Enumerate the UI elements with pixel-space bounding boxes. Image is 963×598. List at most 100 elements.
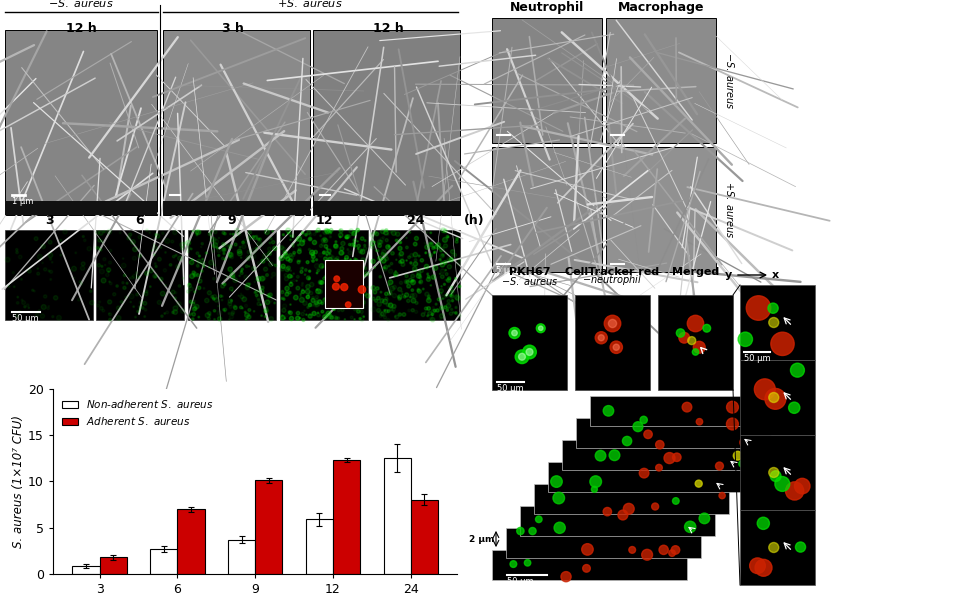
Circle shape xyxy=(246,265,248,267)
Circle shape xyxy=(428,312,431,315)
Circle shape xyxy=(138,236,142,239)
Circle shape xyxy=(320,245,323,248)
Circle shape xyxy=(326,311,331,316)
Circle shape xyxy=(335,279,339,282)
Circle shape xyxy=(360,310,363,313)
Circle shape xyxy=(242,245,246,249)
Circle shape xyxy=(208,312,211,315)
Circle shape xyxy=(327,249,331,253)
Bar xyxy=(150,549,177,574)
Circle shape xyxy=(350,259,351,261)
Bar xyxy=(333,460,360,574)
Circle shape xyxy=(428,297,430,300)
Circle shape xyxy=(96,304,99,307)
Circle shape xyxy=(406,299,410,303)
Circle shape xyxy=(434,245,438,249)
Circle shape xyxy=(393,285,397,289)
Circle shape xyxy=(190,274,195,279)
Circle shape xyxy=(432,246,434,248)
Circle shape xyxy=(291,282,292,283)
Circle shape xyxy=(102,309,105,312)
Circle shape xyxy=(203,266,205,267)
Circle shape xyxy=(333,308,335,310)
Circle shape xyxy=(120,301,123,303)
Circle shape xyxy=(289,256,294,260)
Bar xyxy=(534,484,729,514)
Circle shape xyxy=(320,235,322,237)
Circle shape xyxy=(354,267,357,270)
Circle shape xyxy=(248,266,249,267)
Circle shape xyxy=(412,293,417,298)
Circle shape xyxy=(409,231,410,233)
Circle shape xyxy=(280,316,285,320)
Circle shape xyxy=(372,297,375,300)
Circle shape xyxy=(239,275,240,276)
Circle shape xyxy=(446,309,449,312)
Circle shape xyxy=(439,273,440,274)
Circle shape xyxy=(136,271,138,274)
Circle shape xyxy=(529,527,536,535)
Circle shape xyxy=(688,315,704,332)
Circle shape xyxy=(213,298,215,300)
Circle shape xyxy=(290,304,291,305)
Circle shape xyxy=(217,311,221,316)
Circle shape xyxy=(347,249,349,251)
Circle shape xyxy=(340,230,341,231)
Circle shape xyxy=(325,276,326,277)
Circle shape xyxy=(755,559,772,576)
Circle shape xyxy=(273,302,275,304)
Circle shape xyxy=(82,236,85,237)
Circle shape xyxy=(217,249,221,252)
Circle shape xyxy=(178,285,181,287)
Circle shape xyxy=(8,285,10,287)
Circle shape xyxy=(439,259,441,260)
Circle shape xyxy=(386,298,389,301)
Circle shape xyxy=(315,303,319,307)
Circle shape xyxy=(330,277,334,282)
Circle shape xyxy=(359,264,361,266)
Circle shape xyxy=(322,264,324,266)
Circle shape xyxy=(116,285,118,287)
Circle shape xyxy=(319,304,320,306)
Circle shape xyxy=(286,228,291,233)
Circle shape xyxy=(395,239,398,242)
Circle shape xyxy=(322,243,324,246)
Circle shape xyxy=(336,298,341,303)
Circle shape xyxy=(425,264,429,269)
Circle shape xyxy=(347,234,351,238)
Circle shape xyxy=(221,295,223,297)
Circle shape xyxy=(388,246,390,248)
Circle shape xyxy=(388,291,392,295)
Circle shape xyxy=(241,257,242,258)
Circle shape xyxy=(301,285,303,286)
Circle shape xyxy=(416,274,421,278)
Circle shape xyxy=(337,260,339,261)
Circle shape xyxy=(401,263,404,267)
Circle shape xyxy=(196,252,198,255)
Circle shape xyxy=(198,316,199,318)
Bar xyxy=(411,500,438,574)
Circle shape xyxy=(435,303,437,305)
Circle shape xyxy=(400,255,403,260)
Circle shape xyxy=(297,312,299,315)
Circle shape xyxy=(140,301,143,305)
Circle shape xyxy=(320,285,323,288)
Circle shape xyxy=(269,293,273,297)
Circle shape xyxy=(304,274,306,276)
Circle shape xyxy=(283,296,285,298)
Circle shape xyxy=(656,441,664,449)
Circle shape xyxy=(101,240,103,243)
Circle shape xyxy=(768,468,779,477)
Circle shape xyxy=(412,267,417,271)
Circle shape xyxy=(280,246,284,249)
Circle shape xyxy=(672,453,681,462)
Circle shape xyxy=(380,312,384,316)
Circle shape xyxy=(308,237,312,241)
Circle shape xyxy=(289,311,293,315)
Text: 12 h: 12 h xyxy=(65,22,96,35)
Circle shape xyxy=(381,250,386,254)
Circle shape xyxy=(242,307,243,309)
Circle shape xyxy=(211,295,214,298)
Circle shape xyxy=(430,243,431,244)
Circle shape xyxy=(241,270,243,272)
